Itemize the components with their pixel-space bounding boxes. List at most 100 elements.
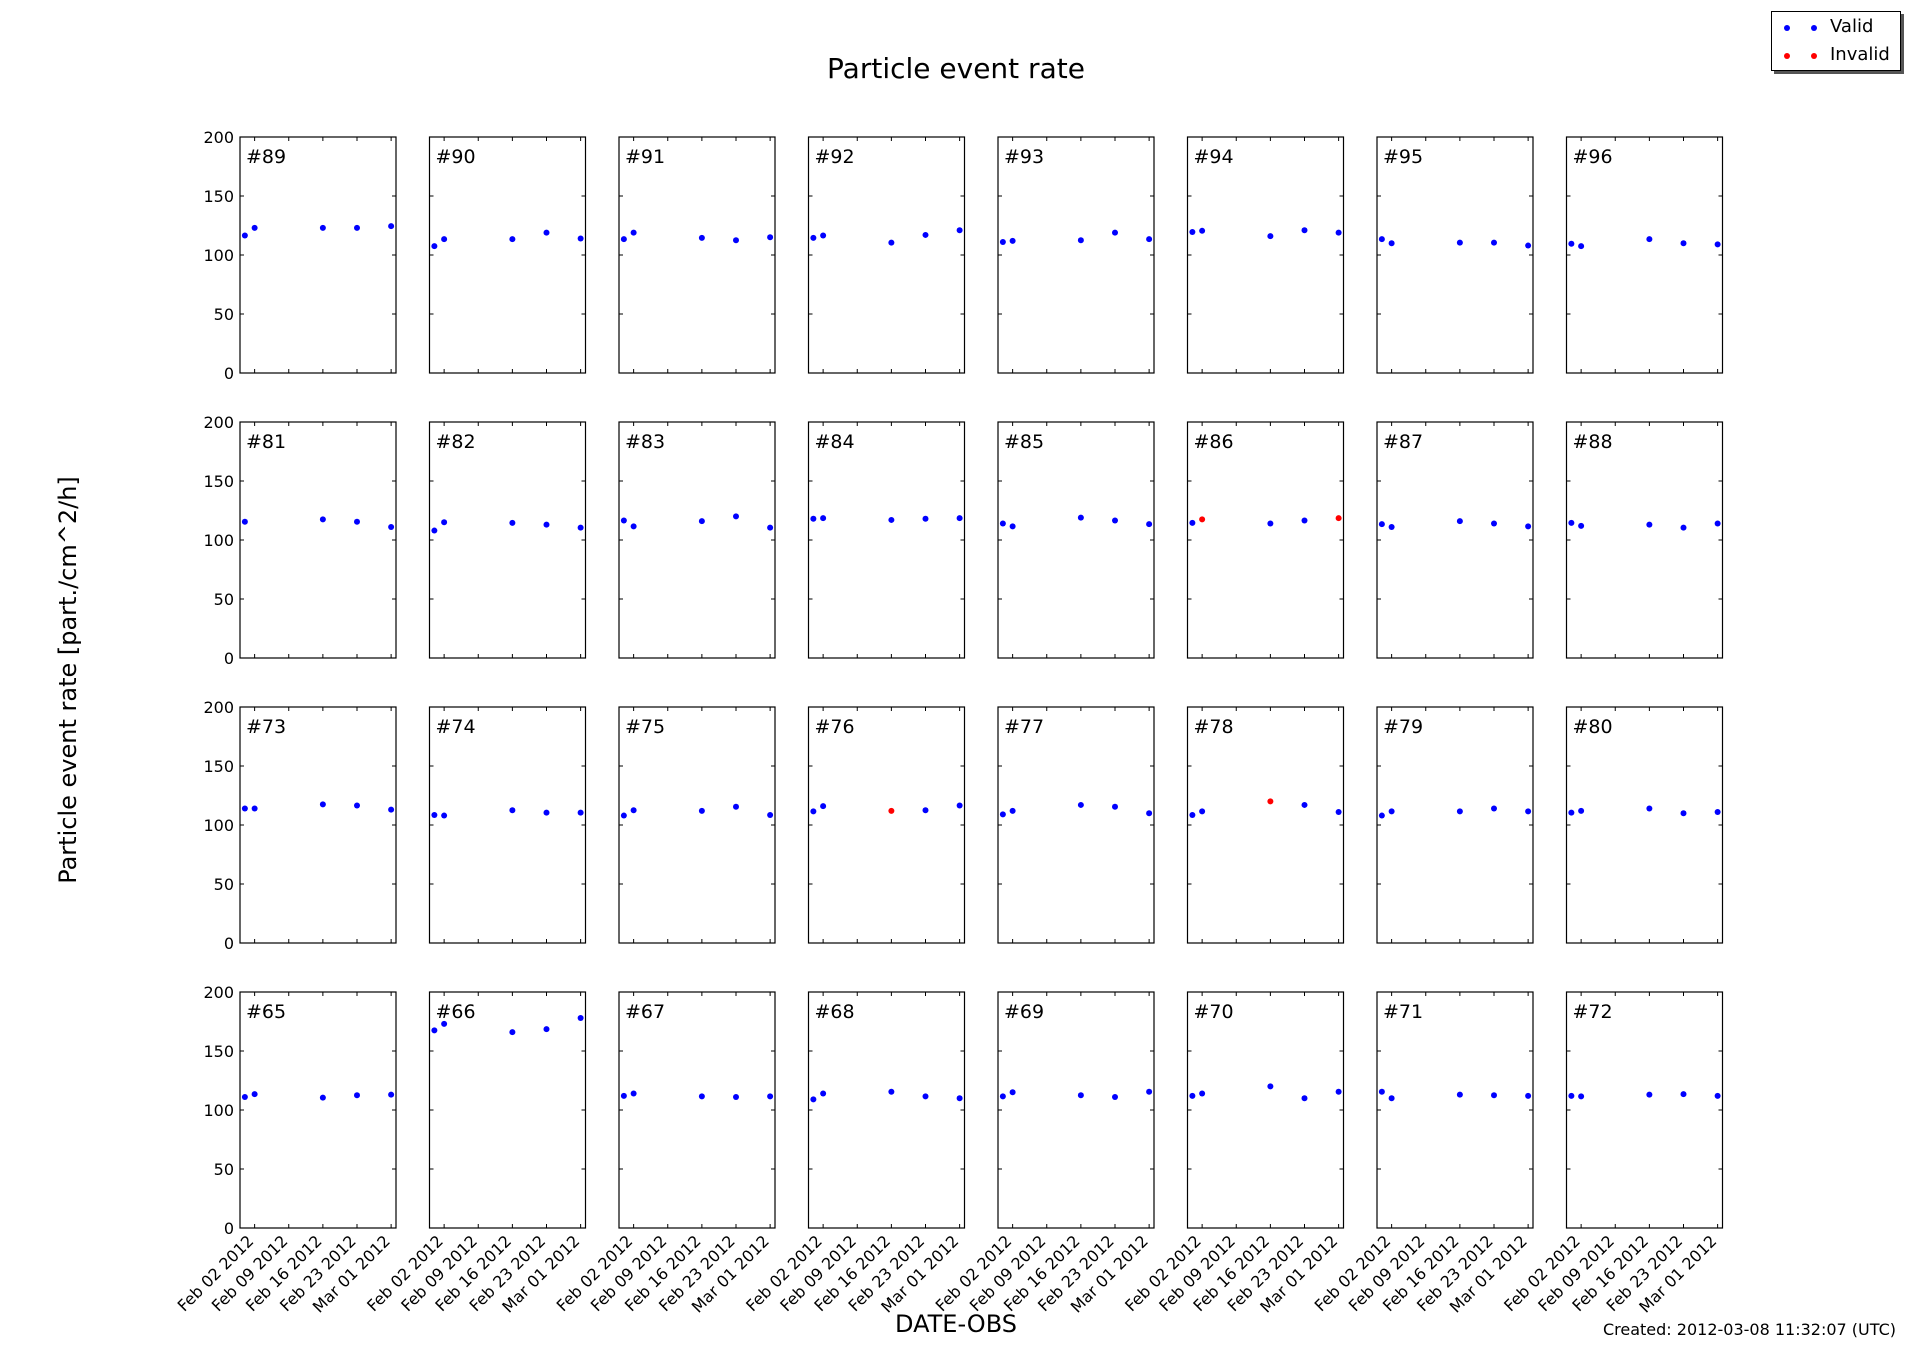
panel-frame bbox=[618, 136, 776, 374]
data-point-valid bbox=[577, 1014, 584, 1021]
data-point-valid bbox=[1301, 1095, 1308, 1102]
data-point-valid bbox=[1680, 810, 1687, 817]
panel-90: #90 bbox=[428, 136, 587, 374]
data-point-valid bbox=[810, 515, 817, 522]
panel-frame bbox=[807, 421, 966, 659]
data-point-valid bbox=[577, 524, 584, 531]
panel-frame bbox=[618, 421, 776, 659]
data-point-valid bbox=[354, 518, 360, 525]
data-point-valid bbox=[1680, 240, 1687, 247]
panel-label: #94 bbox=[1194, 146, 1234, 168]
data-point-valid bbox=[620, 1092, 627, 1099]
data-point-valid bbox=[388, 524, 395, 531]
y-tick-label: 150 bbox=[203, 187, 234, 206]
panel-frame bbox=[1186, 991, 1345, 1229]
data-point-valid bbox=[733, 1094, 739, 1101]
data-point-valid bbox=[1525, 242, 1532, 249]
data-point-valid bbox=[956, 802, 963, 809]
data-point-valid bbox=[1267, 520, 1274, 527]
panel-frame bbox=[618, 991, 776, 1229]
data-point-valid bbox=[888, 239, 895, 246]
y-tick-label: 200 bbox=[203, 698, 234, 717]
data-point-valid bbox=[956, 515, 963, 522]
data-point-valid bbox=[698, 518, 705, 525]
data-point-valid bbox=[1568, 809, 1575, 816]
data-point-valid bbox=[767, 234, 774, 241]
panel-label: #82 bbox=[436, 431, 476, 453]
data-point-valid bbox=[1491, 1092, 1497, 1099]
panel-label: #83 bbox=[625, 431, 665, 453]
data-point-valid bbox=[956, 1095, 963, 1102]
data-point-valid bbox=[956, 227, 963, 234]
data-point-valid bbox=[620, 812, 627, 819]
panel-frame bbox=[807, 706, 966, 944]
panel-85: #85 bbox=[997, 421, 1155, 659]
panel-73: 0 50 100 150 200 #73 bbox=[203, 698, 397, 953]
data-point-valid bbox=[441, 1020, 448, 1027]
data-point-valid bbox=[922, 1093, 929, 1100]
data-point-valid bbox=[1267, 233, 1274, 240]
data-point-valid bbox=[319, 224, 326, 231]
data-point-valid bbox=[1378, 1088, 1385, 1095]
data-point-valid bbox=[1388, 524, 1395, 531]
panel-frame bbox=[239, 706, 397, 944]
data-point-valid bbox=[1112, 1094, 1118, 1101]
y-tick-label: 200 bbox=[203, 983, 234, 1002]
data-point-valid bbox=[1189, 228, 1196, 235]
panel-label: #65 bbox=[246, 1001, 286, 1023]
panel-frame bbox=[1186, 136, 1345, 374]
data-point-valid bbox=[441, 812, 448, 819]
data-point-valid bbox=[1009, 1089, 1016, 1096]
panel-label: #84 bbox=[815, 431, 855, 453]
data-point-valid bbox=[431, 1027, 438, 1034]
data-point-valid bbox=[620, 517, 627, 524]
data-point-valid bbox=[1077, 1092, 1084, 1099]
data-point-valid bbox=[810, 808, 817, 815]
panel-84: #84 bbox=[807, 421, 966, 659]
data-point-valid bbox=[1199, 227, 1206, 234]
panel-76: #76 bbox=[807, 706, 966, 944]
data-point-invalid bbox=[1267, 798, 1274, 805]
data-point-valid bbox=[630, 523, 637, 530]
data-point-valid bbox=[388, 1091, 395, 1098]
panel-78: #78 bbox=[1186, 706, 1345, 944]
data-point-valid bbox=[1335, 229, 1342, 236]
legend-item-invalid: Invalid bbox=[1772, 42, 1900, 68]
data-point-invalid bbox=[888, 807, 895, 814]
data-point-valid bbox=[441, 236, 448, 243]
data-point-valid bbox=[1301, 801, 1308, 808]
panel-95: #95 bbox=[1376, 136, 1534, 374]
data-point-valid bbox=[1189, 811, 1196, 818]
data-point-valid bbox=[1378, 521, 1385, 528]
data-point-valid bbox=[1714, 520, 1721, 527]
y-tick-label: 100 bbox=[203, 531, 234, 550]
data-point-valid bbox=[1456, 239, 1463, 246]
panel-label: #91 bbox=[625, 146, 665, 168]
panel-label: #72 bbox=[1573, 1001, 1613, 1023]
panel-label: #66 bbox=[436, 1001, 476, 1023]
legend-item-valid: Valid bbox=[1772, 14, 1900, 40]
panel-frame bbox=[1376, 136, 1534, 374]
panel-label: #68 bbox=[815, 1001, 855, 1023]
data-point-valid bbox=[733, 237, 739, 244]
data-point-valid bbox=[1568, 240, 1575, 247]
data-point-valid bbox=[810, 1096, 817, 1103]
data-point-valid bbox=[820, 1090, 827, 1097]
panel-92: #92 bbox=[807, 136, 966, 374]
data-point-valid bbox=[1525, 808, 1532, 815]
data-point-valid bbox=[577, 809, 584, 816]
panel-label: #67 bbox=[625, 1001, 665, 1023]
data-point-valid bbox=[999, 1093, 1006, 1100]
panel-frame bbox=[997, 136, 1155, 374]
data-point-valid bbox=[1009, 807, 1016, 814]
data-point-valid bbox=[241, 805, 248, 812]
panel-label: #74 bbox=[436, 716, 476, 738]
y-tick-label: 50 bbox=[214, 1160, 234, 1179]
data-point-valid bbox=[509, 1029, 516, 1036]
data-point-valid bbox=[388, 806, 395, 813]
panel-83: #83 bbox=[618, 421, 776, 659]
data-point-valid bbox=[1714, 1092, 1721, 1099]
panel-label: #80 bbox=[1573, 716, 1613, 738]
panel-frame bbox=[807, 136, 966, 374]
panel-87: #87 bbox=[1376, 421, 1534, 659]
